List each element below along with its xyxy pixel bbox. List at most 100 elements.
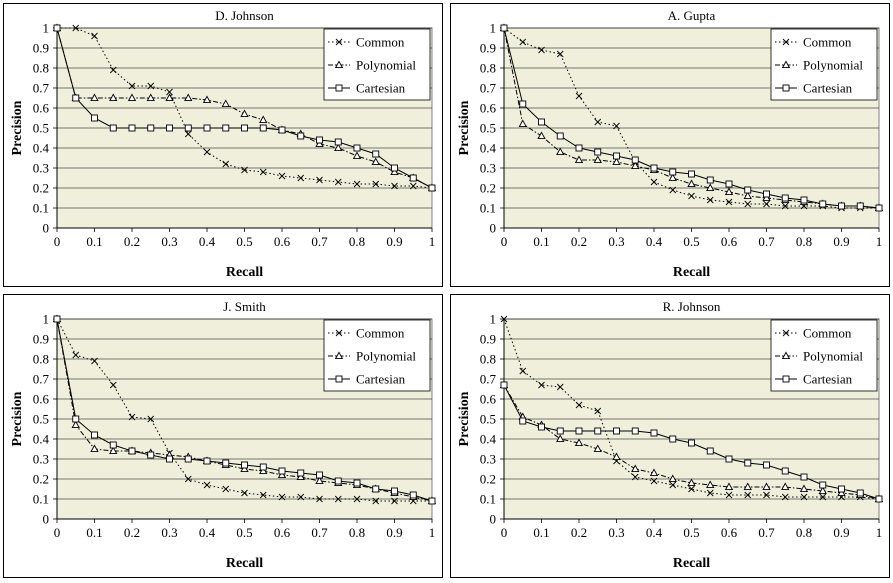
data-point-common — [763, 200, 770, 208]
legend-item-cartesian: Cartesian — [328, 372, 406, 387]
legend-label: Common — [803, 326, 852, 341]
data-point-cartesian — [91, 431, 98, 439]
data-point-polynomial — [687, 478, 696, 487]
y-tick-label: 0.2 — [480, 181, 496, 196]
data-point-common — [613, 122, 620, 130]
data-point-polynomial — [631, 464, 640, 473]
legend: Common Polynomial Cartesian — [770, 28, 878, 101]
data-point-common — [594, 118, 602, 126]
data-point-cartesian — [706, 447, 714, 455]
data-point-common — [241, 489, 248, 497]
data-point-common — [297, 493, 305, 501]
data-point-cartesian — [128, 124, 136, 132]
data-point-common — [353, 495, 361, 503]
data-point-common — [334, 178, 342, 186]
data-point-cartesian — [428, 497, 436, 505]
legend-marker-cartesian — [335, 84, 343, 92]
y-tick-label: 0.7 — [33, 81, 50, 96]
x-tick-label: 0.8 — [349, 234, 365, 249]
x-tick-label: 0 — [501, 234, 508, 249]
data-point-polynomial — [390, 167, 399, 176]
x-tick-label: 0.5 — [683, 525, 699, 540]
data-point-cartesian — [91, 114, 98, 122]
data-point-polynomial — [90, 93, 99, 102]
x-tick-label: 0.4 — [199, 234, 216, 249]
data-point-polynomial — [537, 131, 546, 140]
x-tick-label: 0.1 — [533, 234, 549, 249]
data-point-cartesian — [706, 176, 714, 184]
legend-label: Polynomial — [803, 58, 863, 73]
y-tick-label: 0.7 — [480, 81, 497, 96]
x-tick-label: 0 — [501, 525, 508, 540]
legend-item-cartesian: Cartesian — [775, 81, 853, 96]
series-cartesian — [53, 24, 436, 192]
legend-item-cartesian: Cartesian — [328, 81, 406, 96]
data-point-common — [519, 367, 527, 375]
data-point-polynomial — [202, 95, 212, 104]
data-point-cartesian — [613, 427, 620, 435]
x-tick-label: 0.9 — [386, 234, 402, 249]
data-point-polynomial — [296, 472, 305, 481]
y-tick-label: 0.9 — [33, 332, 49, 347]
data-point-common — [744, 491, 752, 499]
y-tick-label: 0.8 — [33, 352, 49, 367]
x-tick-label: 0 — [54, 234, 61, 249]
data-point-cartesian — [875, 204, 883, 212]
y-tick-label: 0.1 — [480, 201, 496, 216]
data-point-common — [725, 198, 733, 206]
data-point-polynomial — [334, 143, 343, 152]
data-point-cartesian — [334, 477, 342, 485]
data-point-common — [725, 491, 733, 499]
legend-marker-polynomial — [334, 60, 344, 69]
x-tick-label: 0.7 — [311, 525, 328, 540]
data-point-polynomial — [127, 93, 137, 102]
legend-label: Common — [356, 35, 405, 50]
data-point-common — [575, 92, 583, 100]
data-point-cartesian — [669, 435, 677, 443]
data-point-cartesian — [72, 94, 80, 102]
data-point-polynomial — [574, 155, 584, 164]
data-point-cartesian — [109, 441, 117, 449]
y-tick-label: 0.7 — [480, 372, 497, 387]
data-point-common — [316, 495, 323, 503]
data-point-common — [800, 493, 808, 501]
data-point-cartesian — [613, 152, 620, 160]
legend-label: Common — [356, 326, 405, 341]
data-point-common — [259, 168, 267, 176]
x-tick-label: 0.9 — [833, 525, 849, 540]
series-polynomial — [52, 23, 437, 192]
y-tick-label: 0 — [490, 512, 497, 527]
data-point-polynomial — [668, 173, 677, 182]
data-point-cartesian — [109, 124, 117, 132]
data-point-polynomial — [556, 434, 565, 443]
legend-marker-cartesian — [782, 375, 790, 383]
legend-label: Cartesian — [803, 372, 853, 387]
data-point-common — [594, 407, 602, 415]
legend-item-polynomial: Polynomial — [775, 349, 863, 364]
data-point-cartesian — [725, 180, 733, 188]
data-point-polynomial — [71, 420, 80, 429]
data-point-cartesian — [353, 144, 361, 152]
data-point-common — [109, 381, 117, 389]
chart-title: D. Johnson — [215, 8, 274, 23]
data-point-common — [819, 493, 827, 501]
data-point-cartesian — [725, 455, 733, 463]
data-point-cartesian — [409, 491, 417, 499]
legend-label: Polynomial — [356, 58, 416, 73]
data-point-common — [91, 357, 98, 365]
y-tick-label: 0.4 — [480, 432, 497, 447]
data-point-cartesian — [316, 136, 323, 144]
data-point-common — [631, 473, 639, 481]
data-point-polynomial — [109, 93, 118, 102]
x-axis-label: Recall — [226, 556, 263, 571]
data-point-cartesian — [744, 186, 752, 194]
data-point-polynomial — [574, 438, 584, 447]
x-tick-label: 0.7 — [758, 234, 775, 249]
data-point-polynomial — [240, 109, 249, 118]
series-cartesian — [500, 381, 883, 503]
data-point-common — [500, 315, 508, 323]
data-point-cartesian — [763, 461, 770, 469]
data-point-common — [147, 82, 155, 90]
data-point-polynomial — [706, 183, 715, 192]
data-point-common — [372, 497, 380, 505]
